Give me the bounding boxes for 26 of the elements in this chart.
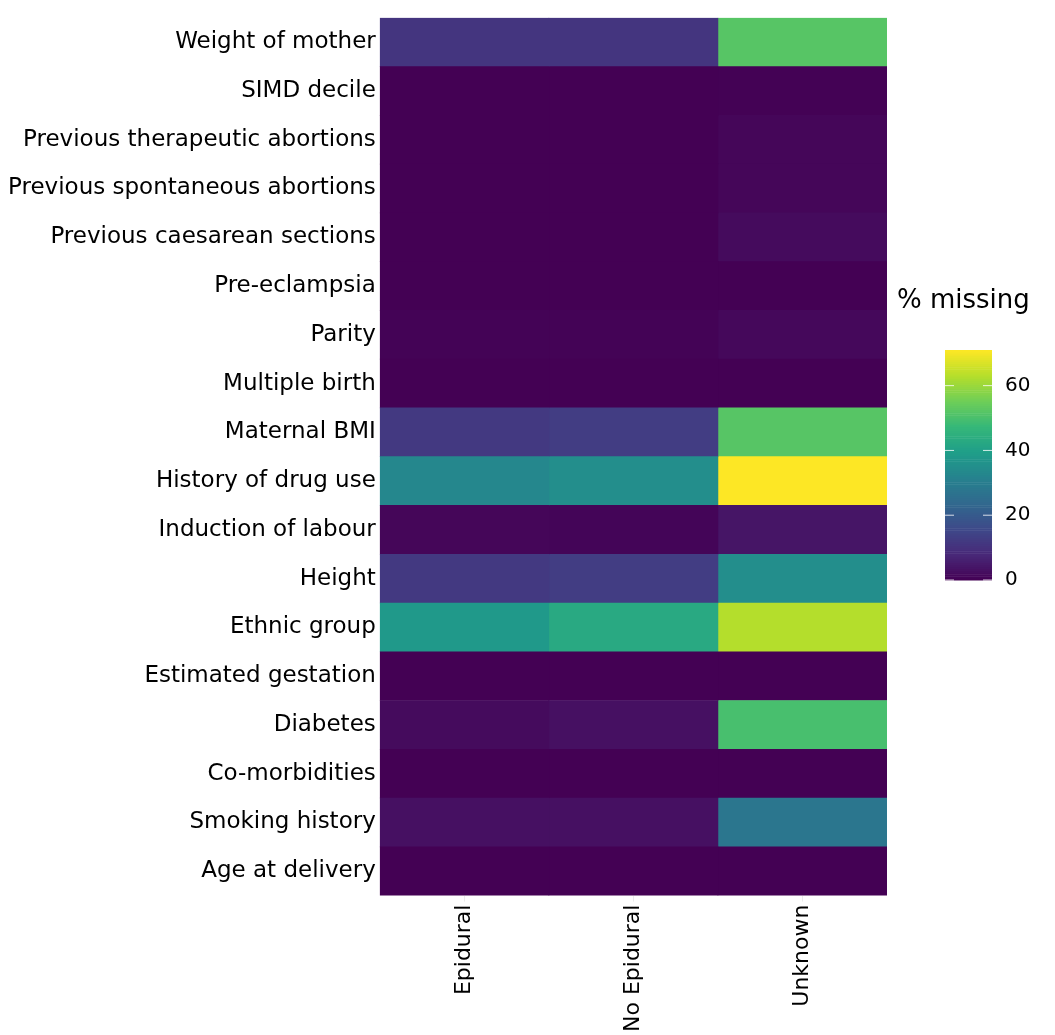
y-tick-label: Previous caesarean sections <box>50 222 376 249</box>
y-tick-label: Parity <box>310 319 376 346</box>
y-tick-label: Previous spontaneous abortions <box>7 173 376 200</box>
y-tick-label: Height <box>299 563 376 590</box>
y-tick-label: SIMD decile <box>241 75 376 102</box>
x-tick-label: Epidural <box>450 904 476 996</box>
color-bar-title: % missing <box>897 283 1030 314</box>
y-tick-label: Multiple birth <box>223 368 376 395</box>
y-tick-label: History of drug use <box>155 466 376 493</box>
color-bar-label: 0 <box>1005 566 1018 591</box>
y-tick-label: Smoking history <box>189 807 376 834</box>
y-tick-label: Maternal BMI <box>224 417 376 444</box>
y-tick-label: Induction of labour <box>158 514 377 541</box>
y-tick-label: Diabetes <box>273 709 376 736</box>
y-tick-label: Age at delivery <box>201 856 376 883</box>
x-tick-label: No Epidural <box>619 904 645 1032</box>
y-tick-label: Previous therapeutic abortions <box>23 124 376 151</box>
color-bar-label: 20 <box>1005 501 1031 526</box>
color-bar-label: 60 <box>1005 371 1031 396</box>
y-tick-label: Pre-eclampsia <box>214 270 376 297</box>
y-tick-label: Co-morbidities <box>207 758 376 785</box>
x-tick-label: Unknown <box>788 904 814 1007</box>
y-tick-label: Ethnic group <box>229 612 376 639</box>
color-bar-label: 40 <box>1005 436 1031 461</box>
y-tick-label: Estimated gestation <box>144 661 376 688</box>
y-tick-label: Weight of mother <box>175 27 377 54</box>
